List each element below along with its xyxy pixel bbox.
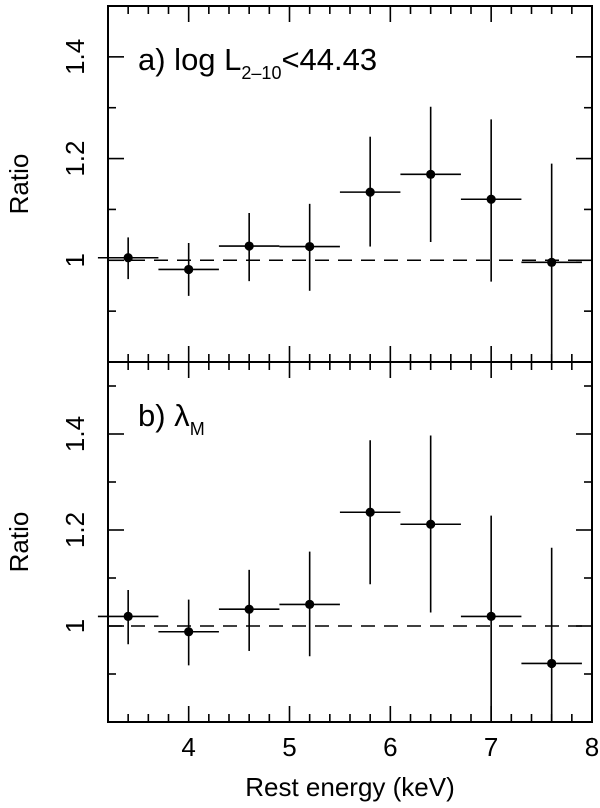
data-point: [426, 169, 436, 179]
data-point: [547, 257, 557, 267]
x-tick-label: 8: [585, 732, 599, 762]
panel-label: a) log L2–10<44.43: [138, 42, 377, 83]
data-point: [123, 611, 133, 622]
panel-label: b) λM: [138, 398, 205, 439]
y-axis-label: Ratio: [4, 154, 34, 215]
x-tick-label: 7: [484, 732, 498, 762]
data-point: [184, 264, 194, 275]
data-point: [305, 599, 315, 610]
panel-label-suffix: <44.43: [281, 42, 377, 77]
data-point: [244, 604, 254, 614]
data-point: [244, 241, 254, 251]
y-tick-label: 1.2: [60, 512, 90, 548]
y-tick-label: 1.4: [60, 416, 90, 452]
data-point: [305, 241, 315, 252]
y-tick-label: 1.2: [60, 140, 90, 176]
data-point: [184, 627, 194, 637]
panel-label-subscript: 2–10: [241, 63, 281, 83]
data-point: [486, 194, 496, 204]
y-tick-label: 1: [60, 619, 90, 633]
panel-a: 1 1.2 1.4 Ratio a) log L2–10<44.43: [4, 5, 593, 363]
x-tick-label: 5: [282, 732, 296, 762]
data-point: [547, 658, 557, 669]
data-point: [365, 507, 375, 517]
data-point: [486, 611, 496, 622]
x-tick-label: 4: [181, 732, 195, 762]
panel-label-prefix: b) λ: [138, 398, 190, 433]
y-tick-label: 1.4: [60, 39, 90, 75]
panel-label-subscript: M: [190, 419, 205, 439]
data-point: [426, 519, 436, 529]
y-tick-label: 1: [60, 253, 90, 267]
x-axis-label: Rest energy (keV): [245, 772, 455, 802]
panel-label-prefix: a) log L: [138, 42, 241, 77]
data-point: [365, 187, 375, 197]
y-axis-label: Ratio: [4, 512, 34, 573]
x-tick-label: 6: [383, 732, 397, 762]
data-point: [123, 253, 133, 263]
panel-b: 1 1.2 1.4 4 5 6 7 8 Ratio Rest energy (keV) b) λM: [4, 361, 599, 802]
